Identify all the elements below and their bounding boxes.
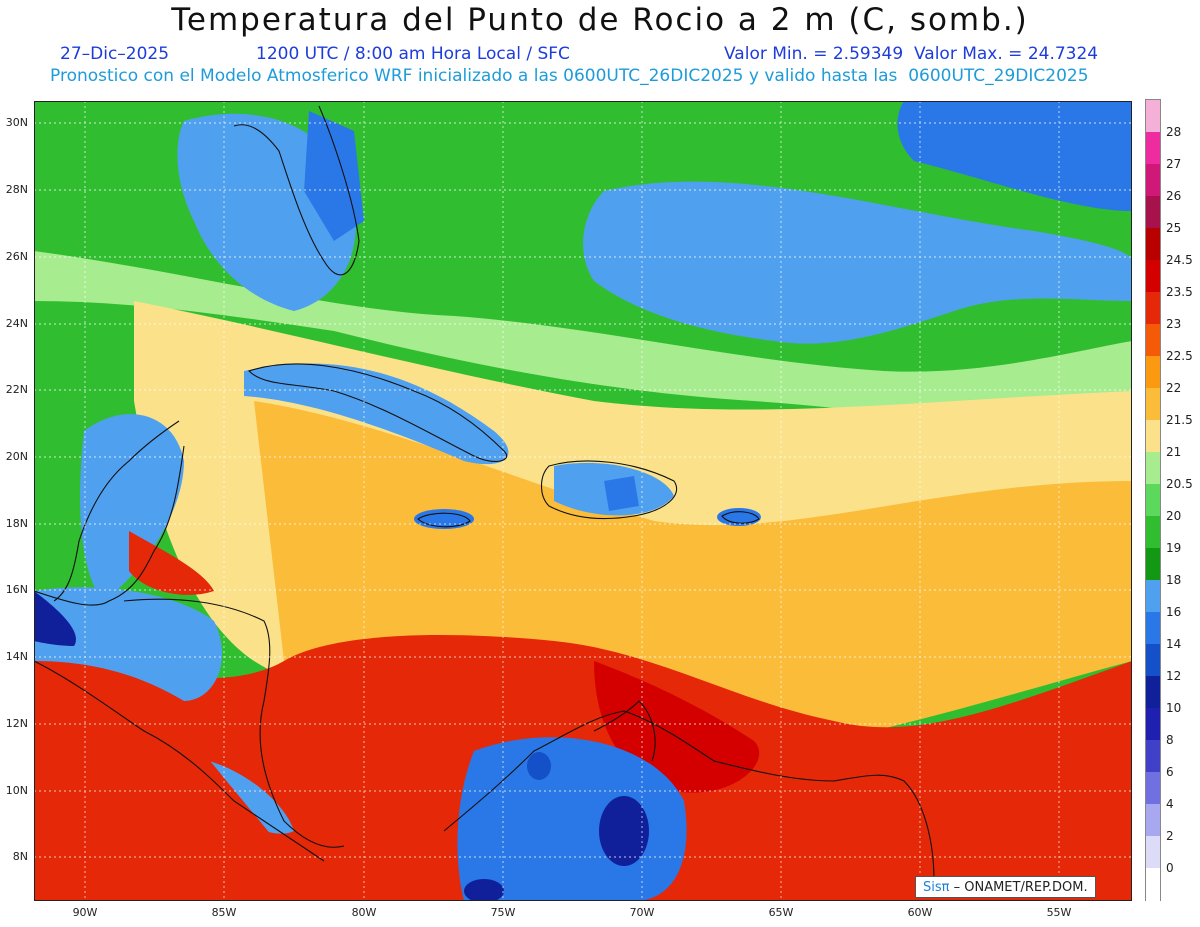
lat-label-30n: 30N xyxy=(5,116,28,129)
colorbar-label: 23.5 xyxy=(1166,285,1193,299)
colorbar-segment xyxy=(1146,356,1160,389)
lon-label-70w: 70W xyxy=(629,906,655,919)
costarica-blue xyxy=(209,761,294,834)
south-america-core-2 xyxy=(464,879,504,901)
northern-light-green xyxy=(34,251,1132,431)
colorbar-segment xyxy=(1146,740,1160,773)
lat-label-24n: 24N xyxy=(5,317,28,330)
atlantic-blue-north xyxy=(897,101,1132,211)
coastlines xyxy=(34,105,935,882)
forecast-date: 27–Dic–2025 xyxy=(60,44,170,64)
colorbar-label: 25 xyxy=(1166,221,1182,235)
lon-label-90w: 90W xyxy=(72,906,98,919)
colorbar-label: 28 xyxy=(1166,125,1182,139)
colorbar-segment xyxy=(1146,516,1160,549)
colorbar-segment xyxy=(1146,868,1160,901)
colorbar-label: 19 xyxy=(1166,541,1182,555)
colorbar-segment xyxy=(1146,676,1160,709)
colorbar-segment xyxy=(1146,612,1160,645)
colorbar-label: 2 xyxy=(1166,829,1174,843)
south-america-core-3 xyxy=(527,752,551,780)
credit-text: – ONAMET/REP.DOM. xyxy=(949,880,1088,895)
colorbar-label: 27 xyxy=(1166,157,1182,171)
dewpoint-map xyxy=(34,101,1132,901)
colorbar-segment xyxy=(1146,228,1160,261)
colorbar-segment xyxy=(1146,580,1160,613)
colorbar-segment xyxy=(1146,324,1160,357)
colorbar-label: 22.5 xyxy=(1166,349,1193,363)
colorbar-segment xyxy=(1146,644,1160,677)
lon-label-85w: 85W xyxy=(211,906,237,919)
colorbar-label: 6 xyxy=(1166,765,1174,779)
colorbar-label: 20.5 xyxy=(1166,477,1193,491)
graticule xyxy=(34,101,1132,901)
lat-label-12n: 12N xyxy=(5,717,28,730)
lat-label-28n: 28N xyxy=(5,183,28,196)
colorbar-segment xyxy=(1146,420,1160,453)
colorbar-label: 8 xyxy=(1166,733,1174,747)
colorbar-label: 23 xyxy=(1166,317,1182,331)
lat-label-10n: 10N xyxy=(5,784,28,797)
lat-label-16n: 16N xyxy=(5,583,28,596)
pacific-red xyxy=(34,661,324,901)
colorbar-label: 21 xyxy=(1166,445,1182,459)
lon-label-65w: 65W xyxy=(768,906,794,919)
colorbar xyxy=(1145,99,1161,901)
belize-red xyxy=(129,531,214,595)
colorbar-label: 0 xyxy=(1166,861,1174,875)
credit-brand: Sisπ xyxy=(923,880,950,895)
lon-label-75w: 75W xyxy=(490,906,516,919)
colorbar-segment xyxy=(1146,452,1160,485)
lon-label-80w: 80W xyxy=(351,906,377,919)
honduras-dark xyxy=(34,591,76,646)
colorbar-segment xyxy=(1146,292,1160,325)
colorbar-label: 4 xyxy=(1166,797,1174,811)
lon-label-55w: 55W xyxy=(1046,906,1072,919)
colorbar-label: 24.5 xyxy=(1166,253,1193,267)
colorbar-label: 12 xyxy=(1166,669,1182,683)
lat-label-22n: 22N xyxy=(5,383,28,396)
hispaniola-core xyxy=(604,476,639,511)
colorbar-label: 18 xyxy=(1166,573,1182,587)
map-title: Temperatura del Punto de Rocio a 2 m (C,… xyxy=(171,2,1029,38)
colorbar-segment xyxy=(1146,132,1160,165)
colorbar-segment xyxy=(1146,260,1160,293)
lat-label-14n: 14N xyxy=(5,650,28,663)
forecast-time: 1200 UTC / 8:00 am Hora Local / SFC xyxy=(256,44,570,64)
model-info: Pronostico con el Modelo Atmosferico WRF… xyxy=(50,66,1089,86)
colorbar-label: 10 xyxy=(1166,701,1182,715)
colorbar-segment xyxy=(1146,836,1160,869)
lat-label-20n: 20N xyxy=(5,450,28,463)
atlantic-blue xyxy=(583,181,1132,344)
lat-label-18n: 18N xyxy=(5,517,28,530)
jamaica-blue xyxy=(414,509,474,529)
florida-core xyxy=(304,111,364,241)
colorbar-label: 20 xyxy=(1166,509,1182,523)
colorbar-label: 16 xyxy=(1166,605,1182,619)
min-max-values: Valor Min. = 2.59349 Valor Max. = 24.732… xyxy=(724,44,1099,64)
colorbar-label: 26 xyxy=(1166,189,1182,203)
colorbar-segment xyxy=(1146,548,1160,581)
south-america-core-1 xyxy=(599,796,649,866)
honduras-blue xyxy=(34,587,223,701)
colorbar-segment xyxy=(1146,164,1160,197)
colorbar-label: 14 xyxy=(1166,637,1182,651)
credit-box: Sisπ – ONAMET/REP.DOM. xyxy=(915,876,1096,898)
colorbar-segment xyxy=(1146,804,1160,837)
colorbar-segment xyxy=(1146,772,1160,805)
colorbar-label: 21.5 xyxy=(1166,413,1193,427)
colorbar-segment xyxy=(1146,196,1160,229)
colorbar-segment xyxy=(1146,708,1160,741)
lat-label-8n: 8N xyxy=(12,850,28,863)
colorbar-segment xyxy=(1146,388,1160,421)
lon-label-60w: 60W xyxy=(907,906,933,919)
lat-label-26n: 26N xyxy=(5,250,28,263)
yucatan-blue xyxy=(80,414,184,601)
colorbar-segment xyxy=(1146,100,1160,133)
colorbar-label: 22 xyxy=(1166,381,1182,395)
colorbar-segment xyxy=(1146,484,1160,517)
